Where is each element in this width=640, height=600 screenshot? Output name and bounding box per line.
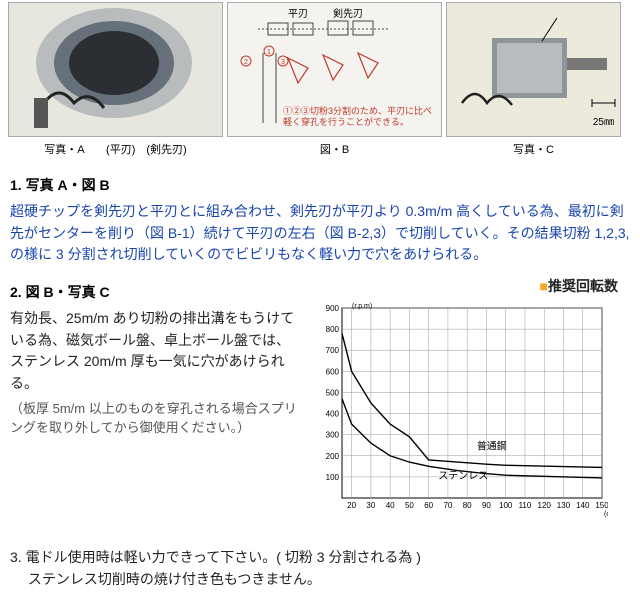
svg-text:150: 150 (595, 501, 608, 510)
svg-text:1: 1 (267, 49, 271, 56)
square-icon: ■ (540, 278, 548, 294)
rpm-chart: 100 200 300 400 500 600 700 800 900 (r.p.m) 20 30 40… (308, 300, 608, 530)
svg-text:40: 40 (386, 501, 395, 510)
svg-text:50: 50 (405, 501, 414, 510)
drill-illustration-a (9, 3, 222, 136)
svg-text:(r.p.m): (r.p.m) (352, 303, 372, 310)
svg-text:130: 130 (557, 501, 571, 510)
caption-c: 写真・C (446, 141, 621, 157)
diagram-b-note: ①②③切粉3分割のため、平刃に比べ軽く穿孔を行うことができる。 (283, 106, 433, 128)
section2-body: 有効長、25m/m あり切粉の排出溝をもうけている為、磁気ボール盤、卓上ボール盤… (10, 308, 300, 395)
section1-title: 1. 写真 A・図 B (10, 175, 630, 195)
diagram-b-panel: 平刃 剣先刃 2 1 3 ①②③切粉3分割のため、平刃に比べ軽く穿孔を行うことが… (227, 2, 442, 137)
svg-text:80: 80 (463, 501, 472, 510)
svg-text:200: 200 (326, 452, 340, 461)
svg-text:900: 900 (326, 304, 340, 313)
caption-a: 写真・A (平刃) (剣先刃) (8, 141, 223, 157)
svg-text:(φ): (φ) (604, 511, 608, 518)
svg-text:普通鋼: 普通鋼 (477, 440, 507, 453)
svg-text:300: 300 (326, 431, 340, 440)
svg-text:400: 400 (326, 410, 340, 419)
photo-c-panel: 切粉排出溝 25㎜ (446, 2, 621, 137)
svg-text:100: 100 (326, 473, 340, 482)
svg-text:110: 110 (519, 501, 532, 510)
svg-text:20: 20 (347, 501, 356, 510)
photo-a-panel (8, 2, 223, 137)
chart-title-text: 推奨回転数 (548, 278, 618, 294)
svg-text:600: 600 (326, 367, 340, 376)
svg-text:ステンレス: ステンレス (438, 471, 488, 482)
svg-text:140: 140 (576, 501, 590, 510)
svg-text:70: 70 (443, 501, 452, 510)
svg-text:120: 120 (538, 501, 552, 510)
section2-title: 2. 図 B・写真 C (10, 282, 300, 302)
svg-text:2: 2 (244, 59, 248, 66)
svg-text:500: 500 (326, 389, 340, 398)
section3-text: 3. 電ドル使用時は軽い力できって下さい。( 切粉 3 分割される為 ) ステン… (10, 547, 630, 590)
svg-text:30: 30 (366, 501, 375, 510)
svg-text:100: 100 (499, 501, 513, 510)
chart-title: ■推奨回転数 (308, 276, 618, 296)
caption-b: 図・B (227, 141, 442, 157)
svg-text:60: 60 (424, 501, 433, 510)
svg-text:3: 3 (281, 59, 285, 66)
svg-text:800: 800 (326, 325, 340, 334)
dimension-label: 25㎜ (593, 113, 614, 128)
svg-text:700: 700 (326, 346, 340, 355)
svg-text:90: 90 (482, 501, 491, 510)
section1-body: 超硬チップを剣先刃と平刃とに組み合わせ、剣先刃が平刃より 0.3m/m 高くして… (10, 201, 630, 266)
section2-note: （板厚 5m/m 以上のものを穿孔される場合スプリングを取り外してから御使用くだ… (10, 399, 300, 438)
